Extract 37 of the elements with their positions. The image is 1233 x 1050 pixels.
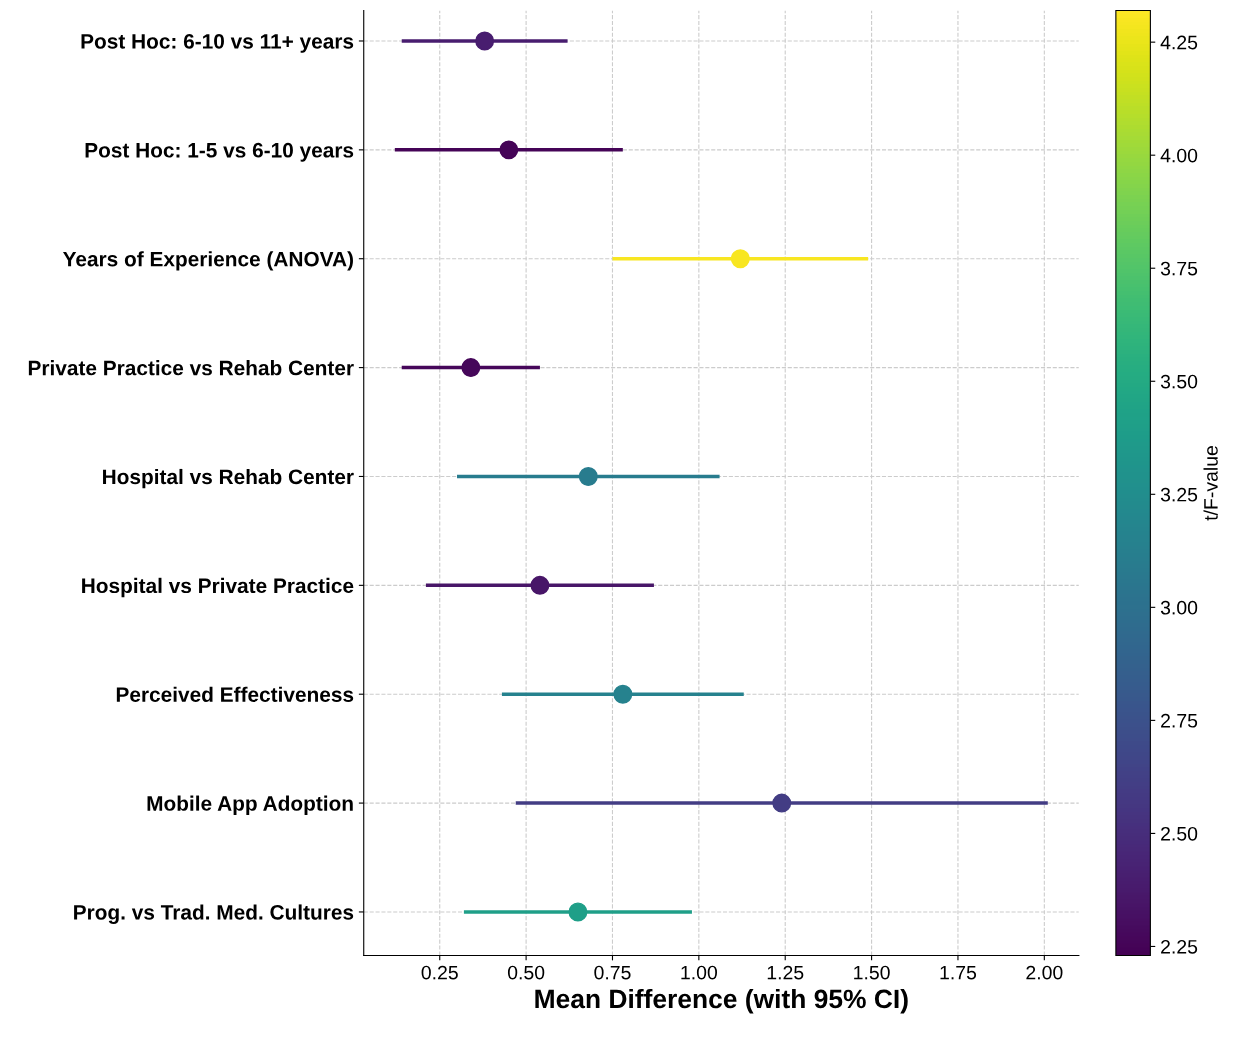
- point: [461, 358, 481, 378]
- y-tick-label: Mobile App Adoption: [147, 795, 353, 815]
- color-bar-label: 3.75: [1160, 261, 1198, 276]
- point: [613, 684, 633, 704]
- point: [578, 466, 598, 486]
- color-bar-label: 3.00: [1160, 600, 1198, 615]
- y-tick-label: Post Hoc: 1-5 vs 6-10 years: [85, 142, 354, 162]
- x-tick-label: 1.50: [854, 965, 890, 980]
- x-tick-label: 0.50: [507, 965, 545, 980]
- y-tick-label: Hospital vs Private Practice: [82, 577, 354, 598]
- color-bar-label: 2.75: [1161, 713, 1198, 728]
- x-tick-label: 1.00: [681, 965, 718, 980]
- color-bar-label: 2.50: [1161, 826, 1198, 841]
- y-tick-label: Perceived Effectiveness: [116, 686, 354, 702]
- y-tick-label: Years of Experience (ANOVA): [62, 251, 353, 271]
- y-tick-label: Post Hoc: 6-10 vs 11+ years: [81, 33, 354, 53]
- point: [568, 902, 588, 922]
- x-tick-label: 1.75: [940, 965, 977, 980]
- x-tick-label: 0.25: [421, 965, 458, 980]
- x-tick-label: 0.75: [594, 965, 631, 980]
- point: [475, 31, 495, 51]
- y-tick-label: Prog. vs Trad. Med. Cultures: [74, 904, 354, 924]
- color-bar-title: t/F-value: [1203, 446, 1218, 521]
- x-tick-label: 2.00: [1026, 965, 1063, 980]
- x-tick-label: 1.25: [767, 965, 804, 980]
- point: [530, 575, 550, 595]
- color-bar-label: 3.25: [1160, 487, 1198, 502]
- point: [772, 793, 792, 813]
- point: [499, 140, 519, 160]
- color-bar-label: 3.50: [1160, 374, 1198, 389]
- x-axis-title: Mean Difference (with 95% CI): [535, 988, 908, 1014]
- y-tick-label: Private Practice vs Rehab Center: [28, 360, 354, 376]
- color-bar-label: 4.25: [1160, 35, 1198, 50]
- color-bar-label: 4.00: [1160, 148, 1198, 163]
- color-bar-label: 2.25: [1161, 939, 1198, 954]
- point: [730, 249, 750, 269]
- y-tick-label: Hospital vs Rehab Center: [103, 468, 354, 489]
